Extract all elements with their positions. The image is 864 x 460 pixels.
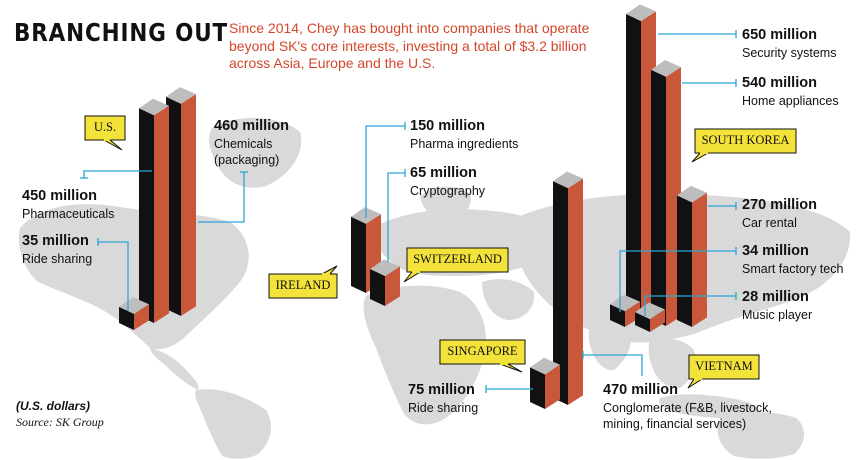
bar-u-s-chemicals	[166, 87, 196, 316]
map-india	[588, 318, 632, 371]
page-subtitle: Since 2014, Chey has bought into compani…	[229, 20, 590, 71]
callout-singapore	[439, 339, 526, 373]
data-label-value: 28 million	[742, 289, 809, 305]
leader-kr-smartfactory	[619, 247, 737, 312]
bar-singapore-ride-sharing	[530, 357, 560, 409]
data-label-value: 270 million	[742, 197, 817, 213]
data-label-value: 65 million	[410, 165, 477, 181]
data-label-category: Ride sharing	[408, 401, 479, 415]
map-southeast-asia	[648, 338, 696, 389]
map-middle-east	[482, 279, 535, 320]
bar-south-korea-music-player	[635, 302, 665, 332]
data-label-category: Security systems	[742, 46, 837, 60]
leader-ireland	[365, 122, 406, 218]
bar-vietnam-conglomerate-f-b-livestock	[553, 171, 583, 405]
bar-u-s-ride-sharing	[119, 297, 149, 330]
data-label-value: 34 million	[742, 243, 809, 259]
data-label-value: 150 million	[410, 118, 485, 134]
bar-switzerland-cryptography	[370, 259, 400, 306]
units-note: (U.S. dollars)	[16, 399, 91, 413]
data-label-value: 650 million	[742, 27, 817, 43]
leader-swiss	[387, 169, 406, 262]
callout-vietnam	[687, 354, 760, 389]
data-label-category: Car rental	[742, 216, 797, 230]
data-label-category: Pharma ingredients	[410, 137, 519, 151]
leader-kr-home	[682, 79, 737, 87]
leader-vietnam	[582, 351, 643, 376]
leader-us-chem	[198, 171, 248, 223]
bar-south-korea-home-appliances	[651, 60, 681, 327]
leader-kr-car	[708, 202, 737, 210]
map-indonesia	[659, 394, 760, 419]
callout-switzerland	[403, 247, 509, 283]
data-label-category: Chemicals (packaging)	[214, 137, 280, 167]
map-australia	[717, 412, 805, 459]
data-label-category: Pharmaceuticals	[22, 207, 115, 221]
data-label-value: 460 million	[214, 118, 289, 134]
data-label-category: Home appliances	[742, 94, 839, 108]
leader-singapore	[485, 385, 533, 393]
data-label-category: Ride sharing	[22, 252, 93, 266]
leader-kr-security	[658, 30, 737, 38]
map-japan	[763, 266, 788, 302]
country-label-u-s: U.S.	[93, 120, 117, 134]
bar-u-s-pharmaceuticals	[139, 98, 169, 323]
country-label-switzerland: SWITZERLAND	[413, 252, 502, 266]
map-central-america	[150, 348, 199, 390]
country-label-ireland: IRELAND	[275, 278, 331, 292]
bar-south-korea-smart-factory-tech	[610, 294, 640, 327]
map-scandinavia	[420, 186, 471, 220]
callout-south-korea	[691, 128, 797, 163]
data-label-value: 35 million	[22, 233, 89, 249]
country-label-south-korea: SOUTH KOREA	[701, 133, 790, 147]
data-label-value: 75 million	[408, 382, 475, 398]
data-label-category: Music player	[742, 308, 813, 322]
map-south-america	[195, 389, 272, 459]
data-label-value: 470 million	[603, 382, 678, 398]
leader-us-pharma	[80, 170, 152, 179]
leader-us-ride	[97, 238, 129, 311]
data-label-category: Cryptography	[410, 184, 486, 198]
bar-south-korea-car-rental	[677, 185, 707, 327]
data-label-value: 450 million	[22, 188, 97, 204]
source-note: Source: SK Group	[16, 415, 104, 429]
data-label-category: Smart factory tech	[742, 262, 844, 276]
map-greenland	[209, 117, 302, 188]
callout-u-s	[84, 115, 126, 151]
country-label-singapore: SINGAPORE	[447, 344, 518, 358]
data-label-category: Conglomerate (F&B, livestock, mining, fi…	[603, 401, 772, 431]
map-africa	[363, 285, 486, 425]
country-label-vietnam: VIETNAM	[695, 359, 753, 373]
page-title: BRANCHING OUT	[14, 18, 229, 47]
leader-kr-music	[644, 292, 737, 316]
callout-ireland	[268, 265, 338, 299]
data-label-value: 540 million	[742, 75, 817, 91]
